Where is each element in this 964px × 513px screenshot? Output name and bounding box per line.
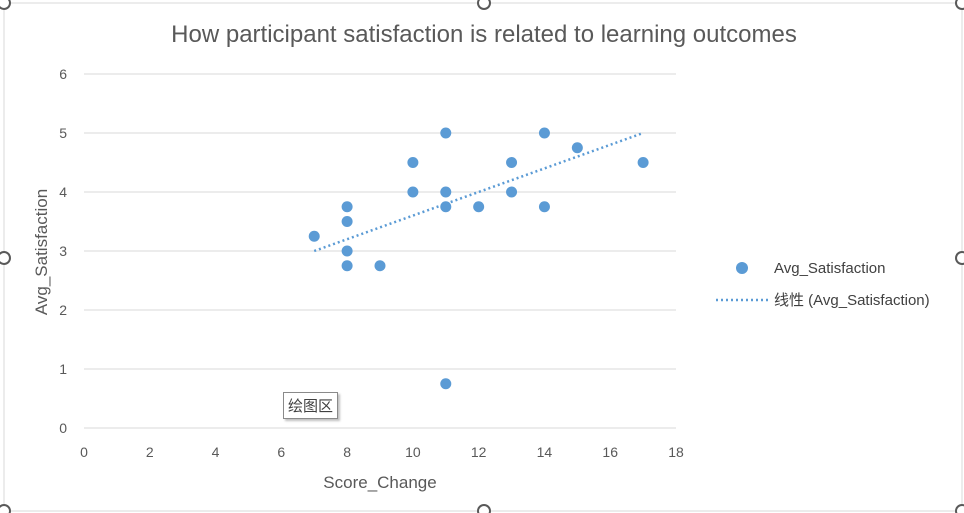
trendline[interactable] — [313, 131, 644, 253]
x-tick-label: 0 — [80, 444, 88, 460]
resize-handle-icon[interactable] — [0, 251, 11, 265]
data-point[interactable] — [341, 216, 353, 227]
x-tick-label: 4 — [212, 444, 220, 460]
legend[interactable]: Avg_Satisfaction 线性 (Avg_Satisfaction) — [716, 260, 930, 309]
x-tick-label: 2 — [146, 444, 154, 460]
data-point[interactable] — [407, 157, 419, 168]
resize-handle-icon[interactable] — [955, 504, 964, 513]
legend-trendline-label: 线性 (Avg_Satisfaction) — [774, 292, 930, 309]
legend-marker-icon — [736, 262, 748, 274]
legend-series-label: Avg_Satisfaction — [774, 260, 885, 277]
y-tick-label: 2 — [59, 302, 67, 318]
x-tick-label: 18 — [668, 444, 684, 460]
data-point[interactable] — [538, 201, 550, 213]
y-axis-title: Avg_Satisfaction — [32, 189, 51, 315]
data-point[interactable] — [341, 260, 353, 272]
y-tick-label: 3 — [59, 243, 67, 259]
y-tick-label: 1 — [59, 361, 67, 377]
resize-handle-icon[interactable] — [0, 0, 11, 10]
x-axis-title: Score_Change — [323, 473, 436, 492]
data-point[interactable] — [440, 186, 452, 198]
data-point[interactable] — [341, 201, 353, 213]
data-point[interactable] — [473, 201, 485, 213]
data-point[interactable] — [341, 245, 353, 257]
chart-title: How participant satisfaction is related … — [171, 21, 797, 48]
x-tick-label: 14 — [537, 444, 553, 460]
chart-border — [3, 2, 963, 512]
x-tick-label: 10 — [405, 444, 421, 460]
data-point[interactable] — [506, 157, 518, 168]
data-point[interactable] — [571, 142, 583, 154]
data-point[interactable] — [637, 157, 649, 168]
y-tick-label: 0 — [59, 420, 67, 436]
resize-handle-icon[interactable] — [477, 504, 491, 513]
data-point[interactable] — [308, 230, 320, 242]
resize-handle-icon[interactable] — [477, 0, 491, 10]
data-point[interactable] — [407, 186, 419, 198]
data-point[interactable] — [440, 378, 452, 390]
y-tick-label: 5 — [59, 125, 67, 141]
y-tick-label: 4 — [59, 184, 67, 200]
resize-handle-icon[interactable] — [955, 0, 964, 10]
data-point[interactable] — [440, 127, 452, 139]
x-tick-label: 6 — [277, 444, 285, 460]
data-point[interactable] — [374, 260, 386, 272]
data-point[interactable] — [506, 186, 518, 198]
resize-handle-icon[interactable] — [0, 504, 11, 513]
x-tick-label: 16 — [602, 444, 618, 460]
y-tick-label: 6 — [59, 66, 67, 82]
x-tick-label: 8 — [343, 444, 351, 460]
data-point[interactable] — [538, 127, 550, 139]
x-tick-label: 12 — [471, 444, 487, 460]
plot-area-tooltip: 绘图区 — [283, 392, 339, 419]
data-point[interactable] — [440, 201, 452, 213]
resize-handle-icon[interactable] — [955, 251, 964, 265]
